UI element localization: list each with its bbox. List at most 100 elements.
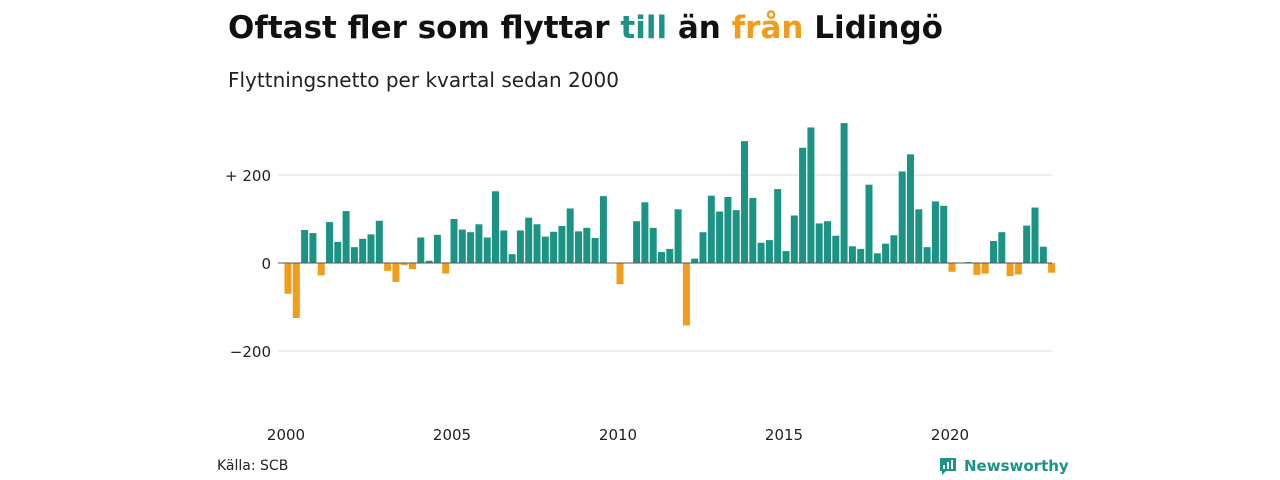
brand-name: Newsworthy	[964, 457, 1069, 475]
bar	[301, 230, 309, 263]
bar	[666, 248, 674, 263]
bar	[1023, 225, 1031, 263]
bar	[342, 211, 350, 263]
bar	[1006, 263, 1014, 277]
bar	[707, 195, 715, 263]
bar	[541, 236, 549, 263]
bar	[566, 208, 574, 263]
bar	[1048, 263, 1056, 273]
bar	[691, 258, 699, 263]
y-tick-label: + 200	[225, 167, 271, 185]
bar	[774, 189, 782, 263]
bar	[749, 197, 757, 263]
x-tick-label: 2015	[765, 426, 803, 444]
bar	[990, 241, 997, 263]
bar	[824, 221, 831, 263]
bar	[550, 231, 558, 263]
bar	[658, 252, 665, 263]
bar	[815, 223, 823, 263]
bar	[832, 235, 840, 263]
bar	[525, 217, 533, 263]
title-part-1: Oftast fler som flyttar	[228, 10, 621, 46]
x-tick-label: 2010	[599, 426, 637, 444]
bar	[284, 263, 292, 294]
bar	[1039, 246, 1047, 263]
bar	[907, 154, 914, 263]
bar	[516, 230, 524, 263]
bar	[649, 227, 657, 263]
bar	[782, 251, 790, 263]
bar	[757, 242, 765, 263]
bar	[508, 254, 516, 263]
bar	[765, 240, 773, 263]
bar	[616, 263, 624, 285]
chart-subtitle: Flyttningsnetto per kvartal sedan 2000	[228, 68, 619, 92]
bar	[890, 235, 898, 263]
bar	[1014, 263, 1022, 275]
bar	[915, 209, 923, 263]
bar	[359, 238, 367, 263]
y-tick-label: −200	[230, 343, 271, 361]
bar	[433, 234, 441, 263]
bar	[724, 197, 732, 263]
bar	[384, 263, 392, 271]
bar	[583, 227, 591, 263]
bar	[674, 209, 682, 263]
bar	[940, 205, 948, 263]
bar	[807, 127, 815, 263]
bar	[981, 263, 989, 274]
bar	[409, 263, 416, 270]
bar	[873, 253, 881, 263]
bar	[848, 246, 856, 263]
bar	[367, 234, 375, 263]
bar	[865, 184, 873, 263]
bar	[633, 221, 641, 263]
bar	[575, 231, 582, 263]
x-tick-label: 2005	[433, 426, 471, 444]
bar	[857, 248, 865, 263]
bar	[931, 201, 939, 263]
bar	[467, 232, 475, 263]
chart-title: Oftast fler som flyttar till än från Lid…	[228, 6, 943, 50]
title-highlight-till: till	[620, 10, 668, 46]
bar	[716, 211, 724, 263]
bar	[483, 237, 491, 263]
bar	[973, 263, 981, 275]
title-highlight-fran: från	[731, 10, 804, 46]
bar	[898, 171, 906, 263]
source-note: Källa: SCB	[217, 458, 289, 474]
title-part-3: Lidingö	[803, 10, 943, 46]
bar	[392, 263, 400, 282]
bar	[400, 263, 408, 266]
bar	[292, 263, 300, 318]
y-tick-label: 0	[261, 255, 271, 273]
bar	[375, 220, 383, 263]
bar	[641, 202, 649, 263]
newsworthy-brand: Newsworthy	[938, 456, 1069, 476]
bar	[334, 241, 342, 263]
bar	[882, 243, 890, 263]
bar	[350, 247, 358, 263]
bar	[998, 232, 1006, 263]
x-tick-label: 2000	[267, 426, 305, 444]
bar	[741, 141, 748, 263]
bar	[317, 263, 325, 276]
bar	[599, 196, 607, 263]
bar	[326, 222, 333, 263]
bar	[533, 224, 541, 263]
x-tick-label: 2020	[931, 426, 969, 444]
newsworthy-logo-icon	[940, 458, 956, 475]
bar	[799, 147, 807, 263]
bar	[682, 263, 690, 326]
bar	[923, 247, 931, 263]
bar	[458, 229, 466, 263]
bar	[732, 210, 740, 263]
bar	[591, 237, 599, 263]
bar	[417, 237, 425, 263]
bar	[475, 224, 483, 263]
bar	[790, 215, 798, 263]
bar	[425, 260, 433, 263]
bar	[442, 263, 450, 274]
bar	[840, 123, 848, 263]
